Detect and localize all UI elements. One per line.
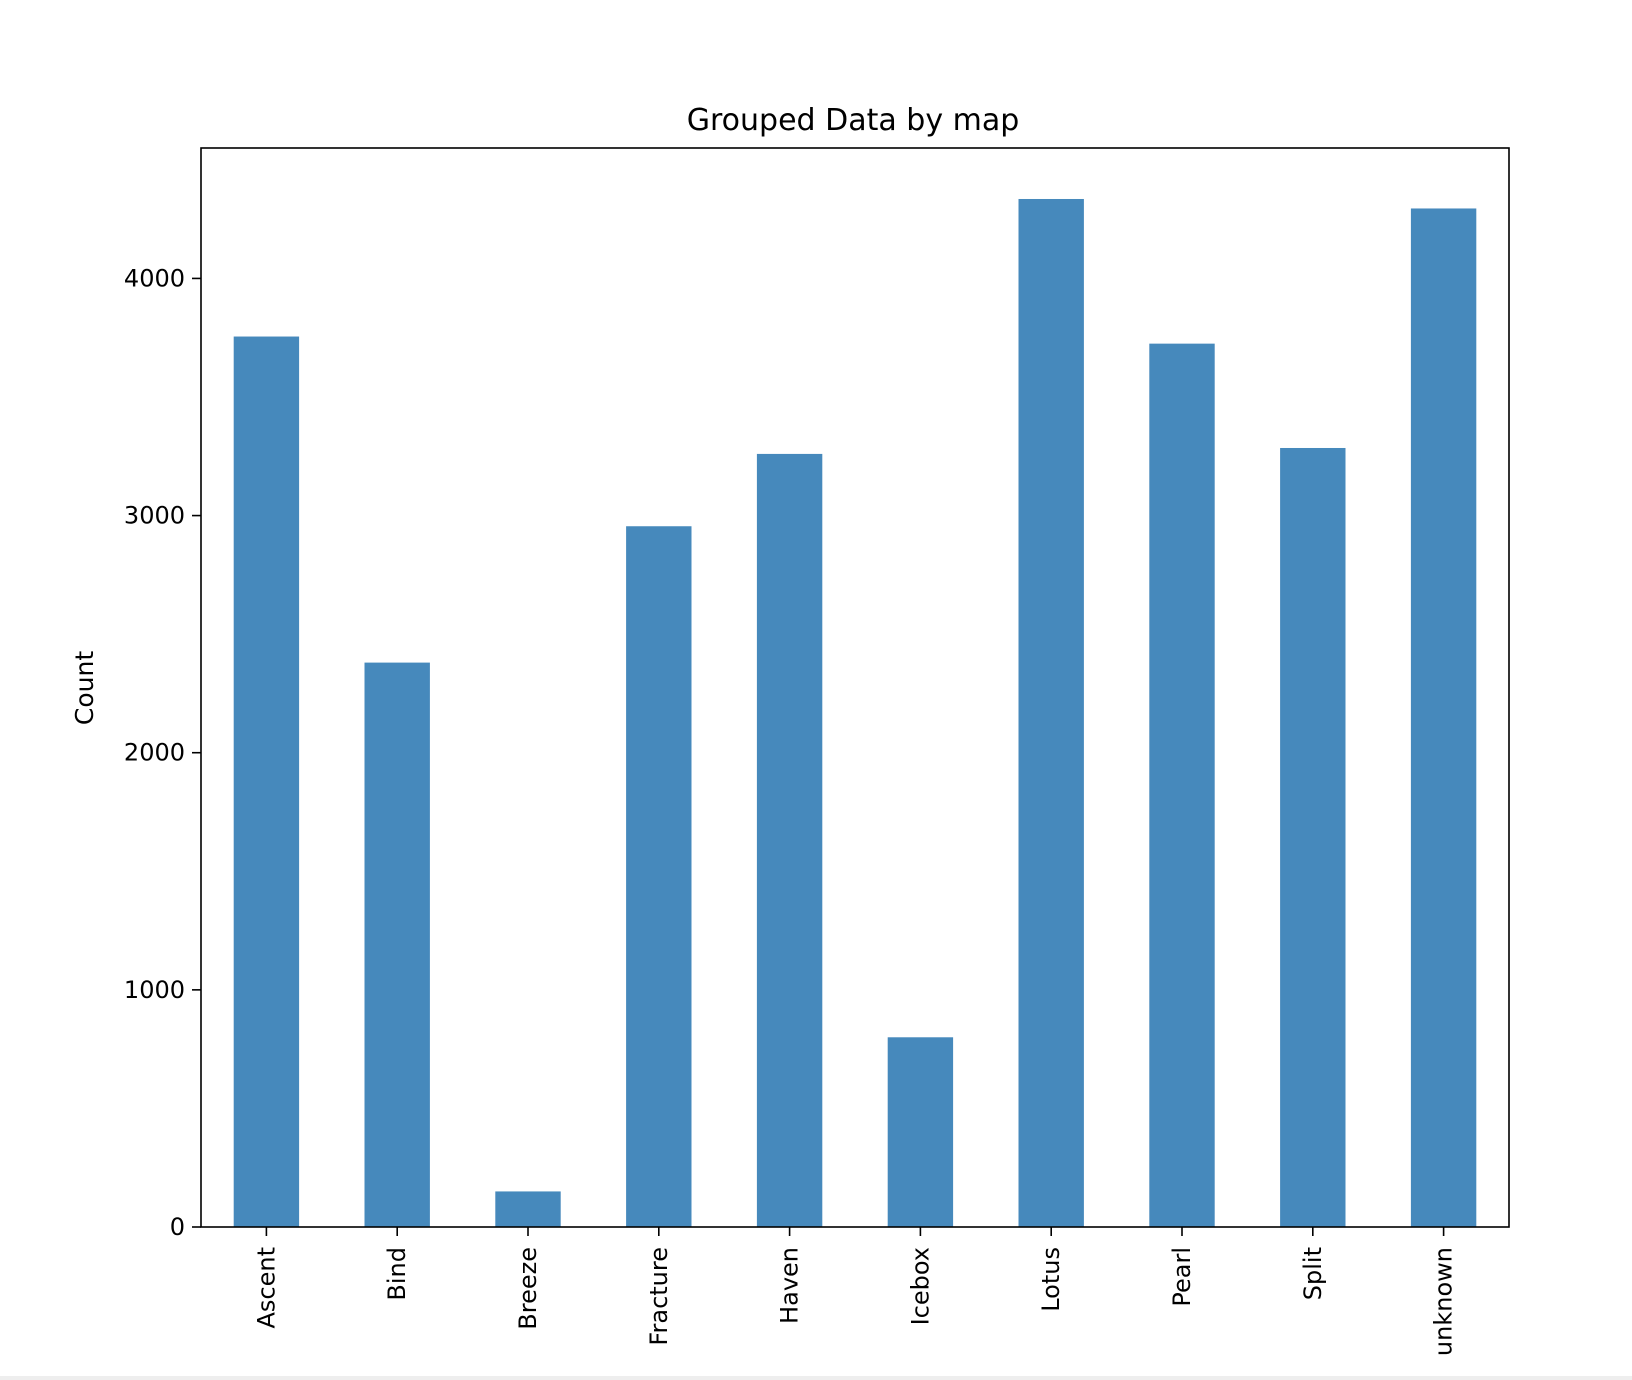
x-tick-label: Bind (383, 1247, 411, 1301)
x-tick-label: Split (1299, 1247, 1327, 1300)
plot-frame (200, 147, 1510, 1228)
bottom-strip (0, 1376, 1632, 1380)
bar-bind (364, 662, 430, 1227)
y-tick-label: 1000 (124, 976, 185, 1004)
y-axis: 0 1000 2000 3000 4000 (124, 264, 201, 1241)
bar-icebox (887, 1037, 954, 1227)
bar-pearl (1149, 343, 1215, 1228)
x-tick-label: Breeze (514, 1247, 542, 1330)
y-tick-label: 2000 (124, 739, 185, 767)
x-tick-label: Icebox (906, 1247, 934, 1325)
bar-breeze (495, 1191, 561, 1227)
bar-ascent (233, 336, 300, 1227)
x-tick-label: Ascent (252, 1247, 280, 1329)
bar-split (1280, 447, 1346, 1227)
x-axis: Ascent Bind Breeze Fracture Haven Icebox Lotus… (252, 1227, 1458, 1356)
chart-title: Grouped Data by map (687, 103, 1020, 138)
x-tick-label: Pearl (1168, 1247, 1196, 1307)
y-axis-label: Count (70, 651, 99, 725)
y-tick-label: 0 (170, 1213, 185, 1241)
y-tick-label: 4000 (124, 264, 185, 292)
bar-lotus (1018, 198, 1084, 1227)
y-tick-label: 3000 (124, 502, 185, 530)
bar-unknown (1410, 208, 1477, 1227)
x-tick-label: Fracture (645, 1247, 673, 1346)
x-tick-label: unknown (1430, 1247, 1458, 1356)
x-tick-label: Haven (776, 1247, 804, 1324)
x-tick-label: Lotus (1037, 1247, 1065, 1312)
bar-fracture (626, 526, 692, 1227)
bars-group (233, 198, 1477, 1228)
bar-haven (756, 453, 823, 1227)
